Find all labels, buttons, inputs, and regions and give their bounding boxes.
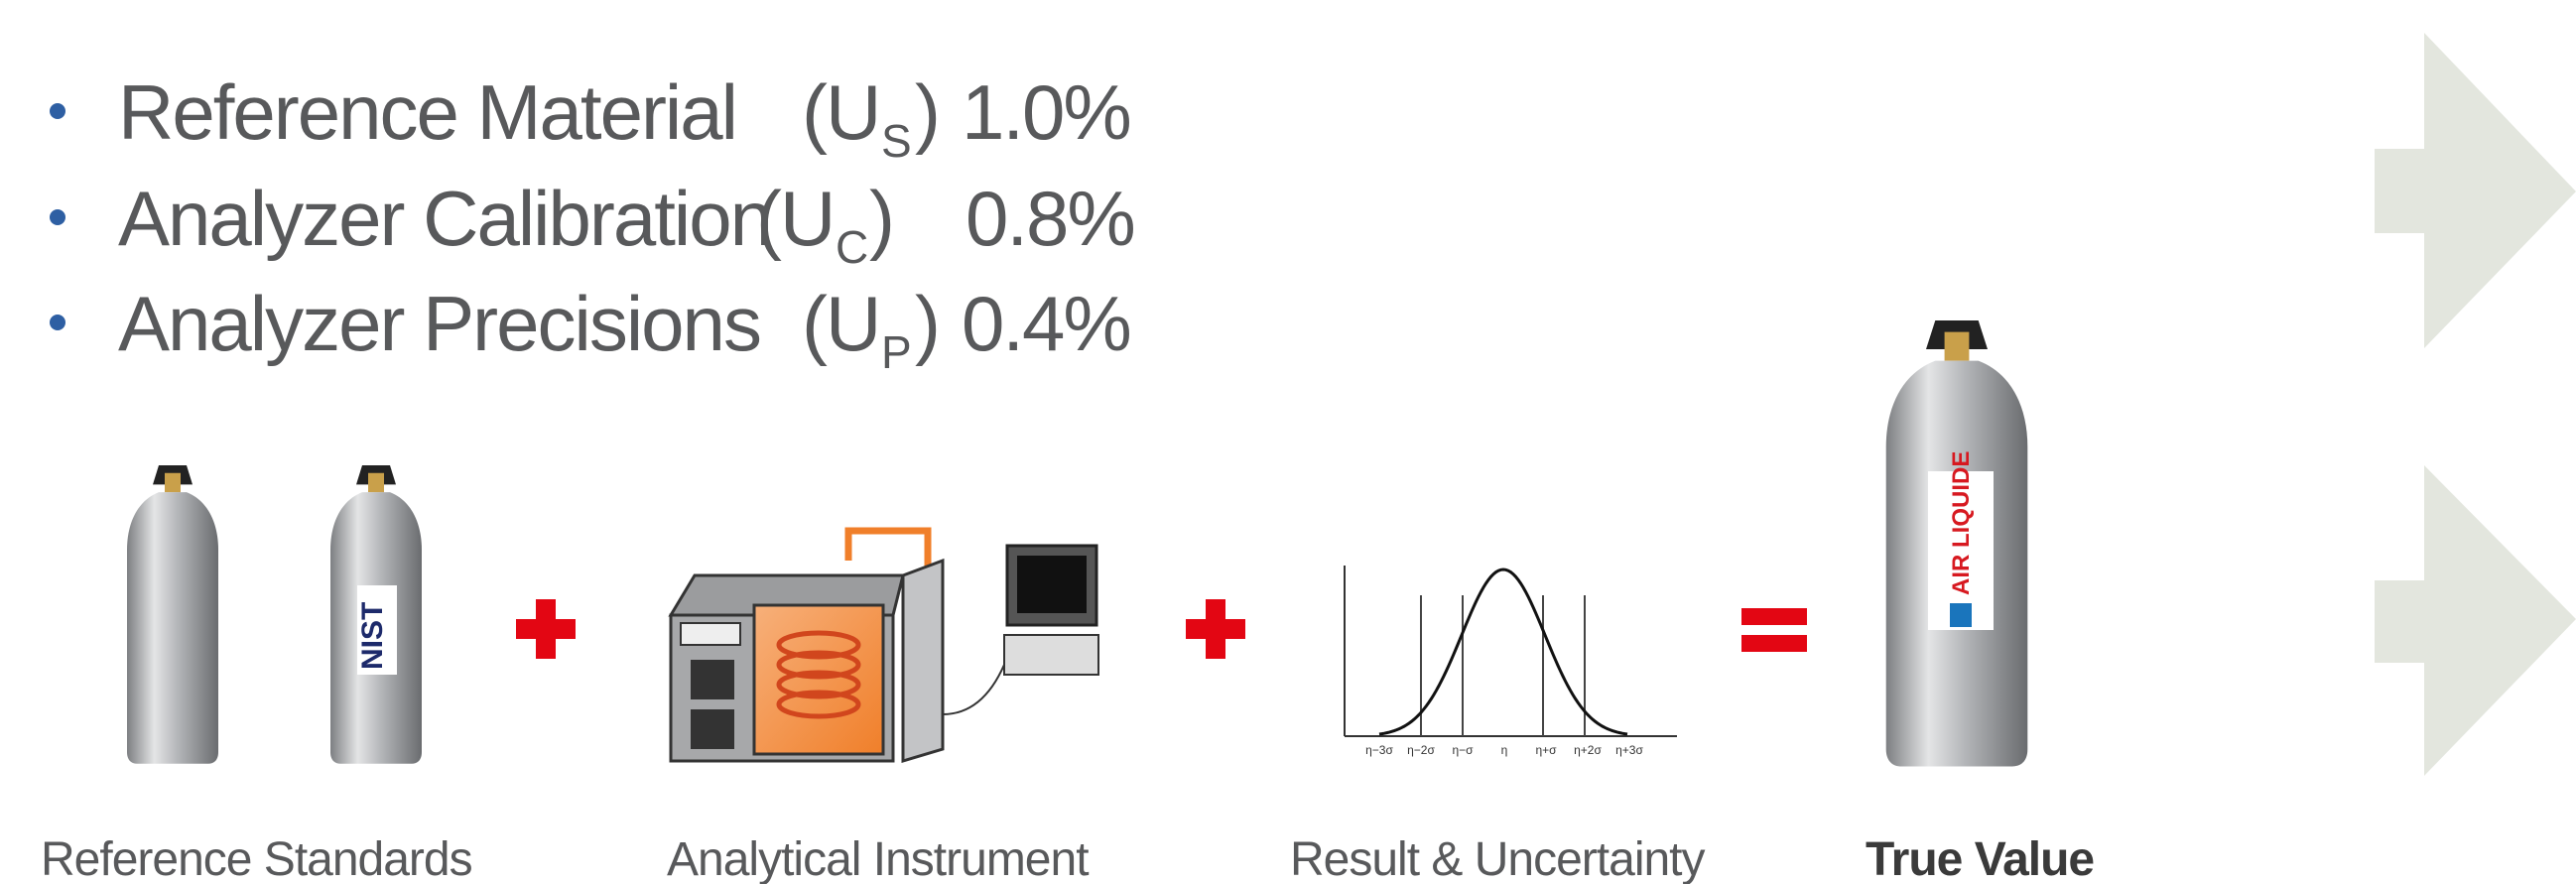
logo bbox=[1950, 603, 1972, 627]
cylinder-label: AIR LIQUIDE bbox=[1948, 451, 1975, 595]
plus-sign bbox=[1186, 599, 1245, 659]
caption: Analytical Instrument bbox=[667, 833, 1089, 884]
bullet-dot bbox=[50, 103, 65, 119]
slide: Reference Material(US)1.0%Analyzer Calib… bbox=[0, 0, 2576, 884]
symbol: (U bbox=[802, 68, 879, 156]
symbol: ) bbox=[915, 68, 939, 156]
caption: Result & Uncertainty bbox=[1290, 833, 1706, 884]
bullet-dot bbox=[50, 315, 65, 330]
bullet-dot bbox=[50, 209, 65, 225]
curve-tick-label: η−3σ bbox=[1365, 743, 1393, 757]
symbol: (U bbox=[756, 175, 834, 262]
bullet-label: Reference Material bbox=[118, 68, 736, 156]
chevron bbox=[2375, 33, 2576, 348]
symbol: ) bbox=[915, 280, 939, 367]
subscript: C bbox=[836, 221, 868, 273]
chevron bbox=[2375, 465, 2576, 776]
uncertainty-value: 0.4% bbox=[962, 280, 1130, 367]
subscript: S bbox=[881, 115, 912, 167]
bullet-label: Analyzer Calibration bbox=[118, 175, 771, 262]
symbol: (U bbox=[802, 280, 879, 367]
curve-tick-label: η+σ bbox=[1535, 743, 1557, 757]
cylinder-icon bbox=[127, 465, 218, 764]
caption: True Value bbox=[1866, 833, 2094, 884]
curve-tick-label: η+3σ bbox=[1615, 743, 1643, 757]
caption: Reference Standards bbox=[41, 833, 472, 884]
symbol: ) bbox=[869, 175, 893, 262]
subscript: P bbox=[881, 326, 912, 378]
instrument-icon bbox=[671, 531, 1098, 761]
curve-tick-label: η+2σ bbox=[1574, 743, 1602, 757]
cylinder-label: NIST bbox=[356, 602, 389, 670]
curve-tick-label: η−σ bbox=[1452, 743, 1474, 757]
uncertainty-value: 0.8% bbox=[966, 175, 1134, 262]
uncertainty-value: 1.0% bbox=[962, 68, 1130, 156]
captions: Reference Standards Analytical Instrument… bbox=[41, 833, 2094, 884]
plus-sign bbox=[516, 599, 576, 659]
curve-tick-label: η−2σ bbox=[1407, 743, 1435, 757]
bell-curve: η−3σ η−2σ η−σ η η+σ η+2σ η+3σ bbox=[1345, 566, 1677, 757]
curve-tick-label: η bbox=[1501, 743, 1508, 757]
bullet-label: Analyzer Precisions bbox=[118, 280, 760, 367]
equals-sign bbox=[1741, 608, 1807, 652]
